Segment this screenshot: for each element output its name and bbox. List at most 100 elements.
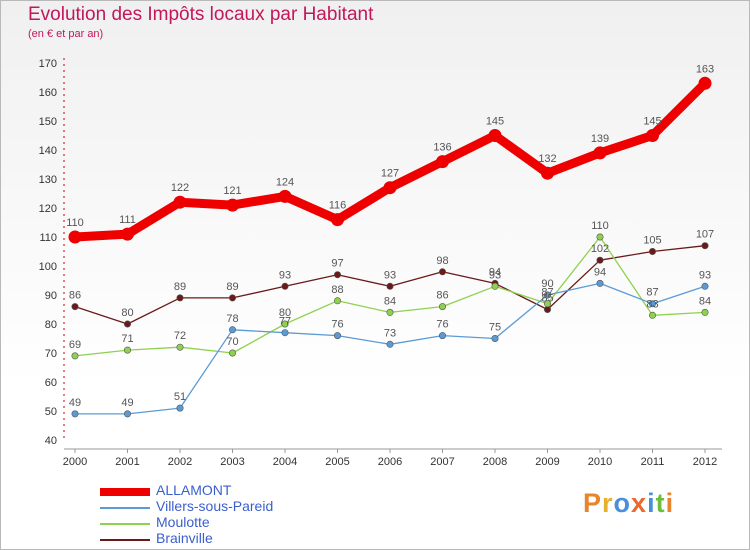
data-label-brainville-2010: 102 — [591, 243, 609, 255]
data-label-brainville-2002: 89 — [174, 281, 186, 293]
x-tick-label-2012: 2012 — [693, 456, 717, 468]
data-label-brainville-2000: 86 — [69, 290, 81, 302]
y-tick-label-100: 100 — [39, 261, 57, 273]
y-tick-label-150: 150 — [39, 116, 57, 128]
data-point-allamont-2001 — [121, 227, 134, 241]
data-label-allamont-2007: 136 — [433, 142, 451, 154]
data-point-moulotte-2000 — [71, 352, 79, 360]
data-label-moulotte-2009: 87 — [541, 287, 553, 299]
data-label-allamont-2011: 145 — [643, 116, 661, 128]
y-tick-label-130: 130 — [39, 174, 57, 186]
y-tick-label-90: 90 — [45, 290, 57, 302]
data-point-allamont-2002 — [173, 195, 187, 209]
x-tick-label-2005: 2005 — [325, 456, 349, 468]
data-label-moulotte-2006: 84 — [384, 295, 396, 307]
data-point-moulotte-2011 — [648, 311, 656, 319]
y-tick-label-80: 80 — [45, 319, 57, 331]
chart-subtitle: (en € et par an) — [28, 28, 104, 40]
x-tick-label-2010: 2010 — [588, 456, 612, 468]
data-point-allamont-2003 — [226, 198, 239, 212]
data-label-villers-sous-pareid-2012: 93 — [699, 269, 711, 281]
data-point-villers-sous-pareid-2003 — [229, 326, 237, 334]
data-label-moulotte-2002: 72 — [174, 330, 186, 342]
x-tick-label-2006: 2006 — [378, 456, 402, 468]
data-point-allamont-2006 — [383, 181, 397, 195]
data-label-allamont-2001: 111 — [119, 214, 136, 226]
series-line-allamont — [70, 78, 710, 242]
y-tick-label-50: 50 — [45, 406, 57, 418]
data-label-allamont-2010: 139 — [591, 133, 609, 145]
x-tick-label-2002: 2002 — [168, 456, 192, 468]
data-point-allamont-2012 — [698, 76, 712, 90]
y-tick-label-160: 160 — [39, 87, 57, 99]
data-point-moulotte-2006 — [386, 308, 394, 316]
data-label-moulotte-2003: 70 — [226, 336, 238, 348]
data-point-moulotte-2004 — [281, 320, 289, 328]
data-label-allamont-2002: 122 — [171, 182, 189, 194]
legend-label-moulotte: Moulotte — [156, 514, 210, 530]
legend-swatch-allamont — [100, 488, 150, 496]
data-label-villers-sous-pareid-2008: 75 — [489, 322, 501, 334]
data-label-allamont-2008: 145 — [486, 116, 504, 128]
data-label-allamont-2003: 121 — [223, 185, 241, 197]
data-point-moulotte-2005 — [333, 297, 341, 305]
data-label-brainville-2006: 93 — [384, 269, 396, 281]
data-point-villers-sous-pareid-2005 — [333, 332, 341, 340]
data-label-villers-sous-pareid-2011: 87 — [646, 287, 658, 299]
data-label-villers-sous-pareid-2000: 49 — [69, 397, 81, 409]
data-point-brainville-2005 — [333, 271, 341, 279]
y-tick-label-60: 60 — [45, 377, 57, 389]
data-point-villers-sous-pareid-2002 — [176, 404, 184, 412]
data-point-villers-sous-pareid-2008 — [491, 334, 499, 342]
data-point-moulotte-2002 — [176, 343, 184, 351]
data-point-brainville-2004 — [281, 282, 289, 290]
y-tick-label-110: 110 — [39, 232, 57, 244]
data-point-allamont-2004 — [278, 189, 292, 203]
data-label-brainville-2011: 105 — [643, 235, 661, 247]
data-label-allamont-2012: 163 — [696, 63, 714, 75]
x-tick-label-2007: 2007 — [430, 456, 454, 468]
data-point-moulotte-2009 — [543, 300, 551, 308]
data-point-moulotte-2007 — [438, 303, 446, 311]
data-point-moulotte-2008 — [491, 282, 499, 290]
x-tick-label-2001: 2001 — [115, 456, 139, 468]
data-point-moulotte-2003 — [229, 349, 237, 357]
data-label-allamont-2009: 132 — [538, 153, 556, 165]
legend-swatch-moulotte — [100, 523, 150, 525]
chart-title: Evolution des Impôts locaux par Habitant — [28, 4, 374, 25]
data-label-allamont-2006: 127 — [381, 168, 399, 180]
data-point-brainville-2011 — [648, 248, 656, 256]
data-label-villers-sous-pareid-2003: 78 — [226, 313, 238, 325]
data-label-moulotte-2012: 84 — [699, 295, 711, 307]
x-tick-label-2000: 2000 — [63, 456, 87, 468]
data-point-allamont-2007 — [436, 155, 449, 169]
data-label-moulotte-2000: 69 — [69, 339, 81, 351]
legend-label-allamont: ALLAMONT — [156, 482, 232, 498]
data-label-moulotte-2004: 80 — [279, 307, 291, 319]
brand-logo: Proxiti — [583, 488, 675, 518]
data-label-villers-sous-pareid-2009: 90 — [541, 278, 553, 290]
data-label-brainville-2003: 89 — [226, 281, 238, 293]
data-label-allamont-2004: 124 — [276, 176, 294, 188]
data-point-moulotte-2001 — [124, 346, 132, 354]
data-point-brainville-2002 — [176, 294, 184, 302]
x-tick-label-2003: 2003 — [220, 456, 244, 468]
data-label-moulotte-2010: 110 — [591, 220, 609, 232]
data-label-moulotte-2011: 83 — [646, 298, 658, 310]
data-label-villers-sous-pareid-2001: 49 — [121, 397, 133, 409]
data-point-villers-sous-pareid-2006 — [386, 340, 394, 348]
data-label-villers-sous-pareid-2005: 76 — [331, 319, 343, 331]
data-point-moulotte-2012 — [701, 308, 709, 316]
data-label-allamont-2005: 116 — [329, 200, 347, 212]
x-tick-label-2011: 2011 — [641, 456, 665, 468]
data-label-villers-sous-pareid-2010: 94 — [594, 266, 606, 278]
legend-swatch-brainville — [100, 539, 150, 541]
data-point-villers-sous-pareid-2007 — [438, 332, 446, 340]
data-label-brainville-2004: 93 — [279, 269, 291, 281]
data-point-brainville-2009 — [543, 305, 551, 313]
data-point-brainville-2012 — [701, 242, 709, 250]
data-label-moulotte-2008: 93 — [489, 269, 501, 281]
data-label-brainville-2005: 97 — [331, 258, 343, 270]
data-label-villers-sous-pareid-2004: 77 — [279, 316, 291, 328]
